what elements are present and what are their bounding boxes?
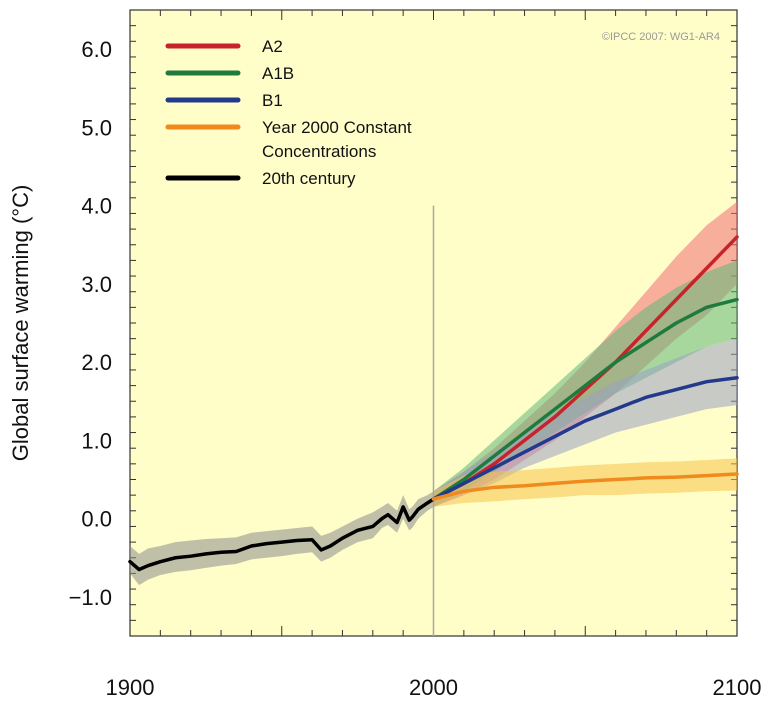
legend-item-a1b: A1B <box>165 64 294 83</box>
y-tick-label: 2.0 <box>81 350 112 375</box>
series-lines <box>128 235 739 572</box>
legend-label: A2 <box>262 37 283 56</box>
line-a1b <box>431 297 739 501</box>
legend-item-20th-century: 20th century <box>165 169 356 188</box>
y-tick-label: 5.0 <box>81 115 112 140</box>
band-20th-century <box>130 491 434 586</box>
x-tick-labels: 1900 2000 2100 <box>106 675 762 700</box>
y-tick-label: −1.0 <box>69 585 112 610</box>
line-20th-century <box>128 497 436 572</box>
y-tick-label: 4.0 <box>81 194 112 219</box>
y-tick-labels: −1.0 0.0 1.0 2.0 3.0 4.0 5.0 6.0 <box>69 37 112 610</box>
legend-item-year-2000-constant-concentrations: Year 2000 Constant Concentrations <box>165 118 412 161</box>
band-a2 <box>433 201 737 507</box>
legend-item-b1: B1 <box>165 91 283 110</box>
legend-label: Concentrations <box>262 142 376 161</box>
legend-label: Year 2000 Constant <box>262 118 412 137</box>
x-tick-label: 1900 <box>106 675 155 700</box>
x-tick-label: 2100 <box>713 675 762 700</box>
y-tick-label: 3.0 <box>81 272 112 297</box>
copyright-credit: ©IPCC 2007: WG1-AR4 <box>602 31 720 43</box>
y-tick-label: 0.0 <box>81 507 112 532</box>
legend-item-a2: A2 <box>165 37 283 56</box>
legend-label: 20th century <box>262 169 356 188</box>
legend: A2 A1B B1 Year 2000 Constant Concentrations 2… <box>165 37 412 188</box>
y-tick-label: 1.0 <box>81 428 112 453</box>
legend-label: B1 <box>262 91 283 110</box>
y-tick-label: 6.0 <box>81 37 112 62</box>
y-axis-label: Global surface warming (°C) <box>8 185 33 462</box>
legend-label: A1B <box>262 64 294 83</box>
line-year-2000-constant-concentrations <box>431 472 739 501</box>
line-b1 <box>431 376 739 501</box>
x-tick-label: 2000 <box>409 675 458 700</box>
line-a2 <box>431 235 739 501</box>
